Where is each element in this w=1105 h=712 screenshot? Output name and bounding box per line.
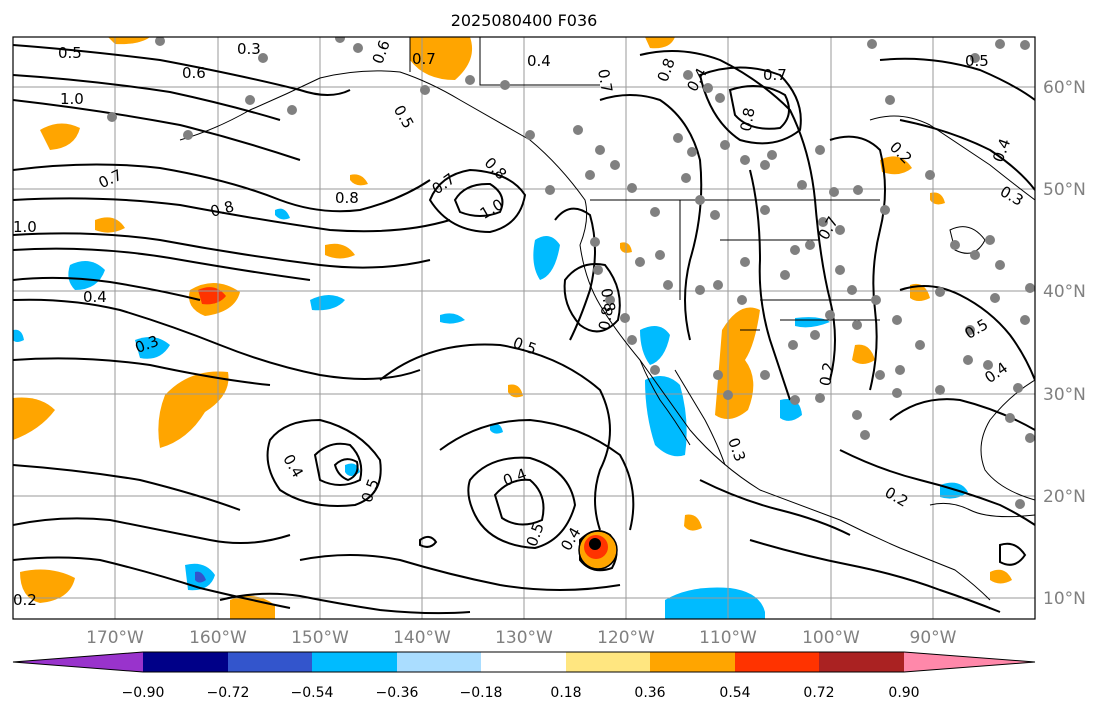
lon-tick-label: 170°W bbox=[86, 628, 144, 648]
colorbar-extend-low bbox=[13, 652, 143, 672]
colorbar-tick-label: 0.72 bbox=[803, 685, 834, 701]
contour-label: 0.4 bbox=[527, 52, 551, 70]
colorbar-tick-label: −0.90 bbox=[122, 685, 165, 701]
colorbar-tick-label: −0.54 bbox=[291, 685, 334, 701]
lat-tick-label: 20°N bbox=[1043, 487, 1086, 507]
contour-label: 1.0 bbox=[13, 218, 37, 236]
contour-label: 0.7 bbox=[594, 68, 616, 95]
colorbar-segment bbox=[143, 652, 228, 672]
lon-tick-label: 140°W bbox=[393, 628, 451, 648]
contour-label: 0.8 bbox=[597, 287, 619, 314]
lon-tick-label: 110°W bbox=[699, 628, 757, 648]
map-area: 0.5 0.3 0.6 0.7 0.4 0.7 0.8 0.4 0.7 0.5 … bbox=[13, 37, 1035, 619]
coastlines bbox=[179, 37, 1035, 601]
contour-label: 0.4 bbox=[83, 288, 107, 306]
contour-label: 0.8 bbox=[208, 197, 236, 221]
lon-tick-label: 120°W bbox=[597, 628, 655, 648]
contour-label: 1.0 bbox=[60, 90, 84, 108]
lat-tick-label: 50°N bbox=[1043, 180, 1086, 200]
lat-tick-label: 60°N bbox=[1043, 78, 1086, 98]
graticule bbox=[13, 37, 1035, 619]
lat-tick-label: 40°N bbox=[1043, 282, 1086, 302]
colorbar-tick-label: −0.72 bbox=[207, 685, 250, 701]
lon-tick-label: 160°W bbox=[189, 628, 247, 648]
colorbar-segment bbox=[650, 652, 735, 672]
lat-tick-label: 10°N bbox=[1043, 589, 1086, 609]
colorbar: −0.90 −0.72 −0.54 −0.36 −0.18 0.18 0.36 … bbox=[12, 651, 1036, 701]
colorbar-segment bbox=[228, 652, 312, 672]
colorbar-segment bbox=[312, 652, 397, 672]
colorbar-segment bbox=[735, 652, 819, 672]
longitude-labels: 170°W 160°W 150°W 140°W 130°W 120°W 110°… bbox=[86, 628, 957, 648]
lon-tick-label: 100°W bbox=[802, 628, 860, 648]
contour-label: 0.8 bbox=[335, 189, 359, 207]
contour-label: 0.3 bbox=[237, 40, 261, 58]
lon-tick-label: 150°W bbox=[291, 628, 349, 648]
contour-label: 0.5 bbox=[58, 44, 82, 62]
colorbar-tick-label: 0.36 bbox=[634, 685, 665, 701]
contour-label: 0.7 bbox=[763, 66, 787, 84]
contour-label: 0.8 bbox=[595, 305, 617, 332]
colorbar-tick-label: −0.36 bbox=[376, 685, 419, 701]
contour-label: 0.7 bbox=[412, 50, 436, 68]
station-dots bbox=[107, 37, 1035, 509]
colorbar-segment bbox=[566, 652, 650, 672]
colorbar-tick-label: 0.54 bbox=[719, 685, 750, 701]
contour-label: 0.5 bbox=[965, 52, 989, 70]
colorbar-tick-label: −0.18 bbox=[460, 685, 503, 701]
contour-label: 0.2 bbox=[816, 361, 838, 388]
lon-tick-label: 130°W bbox=[495, 628, 553, 648]
colorbar-segment bbox=[397, 652, 481, 672]
colorbar-tick-label: 0.18 bbox=[550, 685, 581, 701]
colorbar-extend-high bbox=[904, 652, 1035, 672]
contours bbox=[13, 44, 1035, 615]
colorbar-segment bbox=[481, 652, 566, 672]
hurricane-marker bbox=[578, 530, 618, 570]
colorbar-segment bbox=[819, 652, 904, 672]
contour-label: 0.8 bbox=[737, 106, 759, 133]
latitude-labels: 60°N 50°N 40°N 30°N 20°N 10°N bbox=[1043, 78, 1086, 609]
colorbar-tick-label: 0.90 bbox=[888, 685, 919, 701]
lon-tick-label: 90°W bbox=[910, 628, 957, 648]
contour-label: 0.2 bbox=[13, 591, 37, 609]
map-frame bbox=[12, 36, 1036, 620]
map-title: 2025080400 F036 bbox=[451, 11, 598, 30]
contour-label: 0.6 bbox=[182, 64, 206, 82]
lat-tick-label: 30°N bbox=[1043, 385, 1086, 405]
